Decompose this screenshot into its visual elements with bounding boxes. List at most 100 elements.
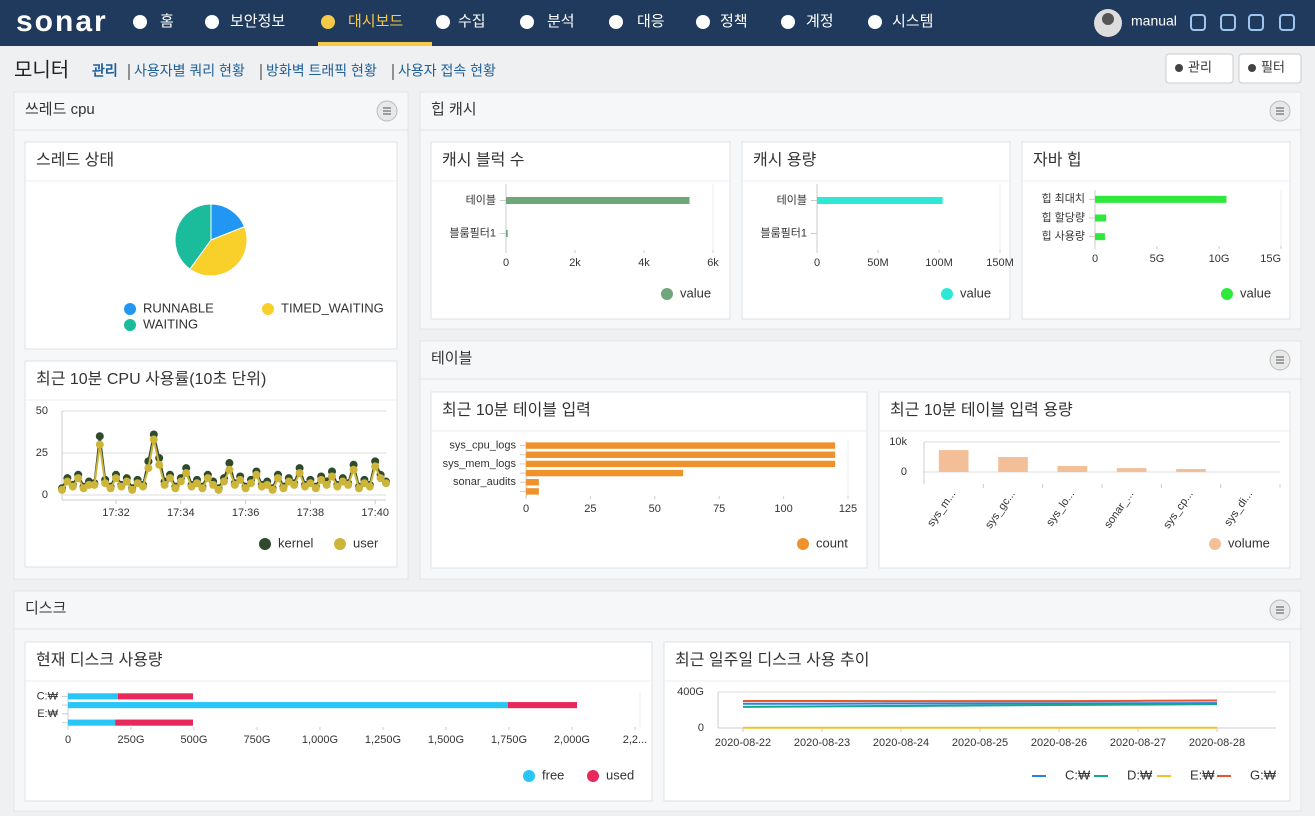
widget [24, 360, 398, 568]
widget-title: 스레드 상태 [36, 151, 114, 169]
point [203, 474, 212, 483]
menu-item[interactable]: 계정 [806, 13, 834, 30]
bar [506, 197, 690, 204]
point [198, 484, 207, 493]
button-label[interactable]: 관리 [1188, 59, 1212, 74]
point [214, 485, 223, 494]
widget-title: 캐시 용량 [753, 151, 817, 169]
y-tick-label: sys_cpu_logs [449, 439, 516, 451]
legend-label: E:₩ [1190, 767, 1215, 782]
header-button[interactable] [1238, 53, 1302, 84]
point [317, 475, 326, 484]
legend-label: TIMED_WAITING [281, 300, 384, 315]
x-tick-label: 0 [503, 257, 509, 269]
menu-icon [781, 15, 795, 29]
point [144, 464, 153, 473]
legend-label: D:₩ [1127, 767, 1153, 782]
nav-icon[interactable] [1279, 14, 1295, 31]
avatar-head [1102, 13, 1114, 25]
point [176, 477, 185, 486]
x-tick-label: 2020-08-28 [1189, 737, 1245, 749]
x-tick-label: 10G [1209, 253, 1230, 265]
point [166, 474, 174, 483]
legend-swatch [334, 538, 346, 550]
y-tick-label: 0 [42, 489, 48, 501]
point [268, 485, 277, 494]
menu-icon [696, 15, 710, 29]
menu-item[interactable]: 분석 [547, 13, 575, 30]
bar [117, 693, 193, 700]
point [382, 479, 390, 488]
legend-swatch [941, 288, 953, 300]
x-tick-label: 50 [649, 503, 661, 515]
header-link[interactable]: 사용자별 쿼리 현황 [134, 63, 245, 79]
widget-title: 캐시 블럭 수 [442, 151, 525, 169]
legend-label: RUNNABLE [143, 300, 214, 315]
menu-item[interactable]: 정책 [720, 13, 748, 30]
point [101, 479, 110, 488]
header-link[interactable]: 관리 [92, 63, 118, 79]
point [290, 480, 299, 489]
header-link[interactable]: 방화벽 트래픽 현황 [266, 63, 377, 79]
x-tick-label: 17:36 [232, 507, 260, 519]
menu-item[interactable]: 보안정보 [230, 13, 285, 30]
y-tick-label: 10k [889, 436, 907, 448]
menu-item[interactable]: 홈 [160, 12, 174, 30]
menu-item[interactable]: 대응 [637, 13, 665, 30]
legend-label: WAITING [143, 316, 198, 331]
y-tick-label: sys_mem_logs [443, 458, 517, 470]
bar [526, 451, 836, 458]
nav-icon[interactable] [1190, 14, 1206, 31]
point [182, 469, 191, 478]
button-label[interactable]: 필터 [1261, 59, 1285, 74]
point [74, 474, 83, 483]
menu-item[interactable]: 대시보드 [348, 13, 403, 30]
pie-slice [174, 203, 212, 270]
pie-slice [210, 203, 246, 241]
point [209, 480, 218, 489]
widget [663, 641, 1291, 802]
legend-swatch [661, 288, 673, 300]
legend-label: value [960, 285, 991, 300]
legend-label: value [1240, 285, 1271, 300]
series-line [742, 703, 1218, 708]
x-tick-label: 2020-08-24 [873, 737, 929, 749]
point [63, 477, 72, 486]
bar [526, 488, 539, 495]
point [322, 480, 331, 489]
x-tick-label: 0 [1092, 253, 1098, 265]
y-tick-label: E:₩ [37, 708, 58, 720]
point [155, 460, 164, 469]
legend-swatch [523, 770, 535, 782]
menu-item[interactable]: 시스템 [892, 13, 933, 30]
y-tick-label: 힙 최대치 [1041, 192, 1085, 205]
bar [938, 450, 969, 472]
point [241, 484, 250, 493]
header-button[interactable] [1165, 53, 1234, 84]
header-link[interactable]: 사용자 접속 현황 [398, 63, 496, 79]
menu-icon [868, 15, 882, 29]
widget-title: 자바 힙 [1033, 151, 1082, 169]
x-tick-label: 2020-08-25 [952, 737, 1008, 749]
nav-icon[interactable] [1220, 14, 1236, 31]
x-tick-label: 1,750G [491, 734, 527, 746]
point [311, 484, 320, 493]
menu-item[interactable]: 수집 [458, 13, 486, 30]
point [58, 485, 66, 494]
user-name[interactable]: manual [1131, 13, 1177, 29]
button-icon [1248, 64, 1256, 72]
y-tick-label: 0 [901, 466, 907, 478]
widget-title: 최근 10분 CPU 사용률(10초 단위) [36, 370, 266, 388]
panel-title: 쓰레드 cpu [25, 101, 95, 118]
bar [526, 460, 836, 468]
nav-icon[interactable] [1248, 14, 1264, 31]
x-tick-label: 2,2... [623, 734, 647, 746]
logo[interactable]: sonar [16, 5, 108, 38]
widget-title: 최근 10분 테이블 입력 용량 [890, 401, 1073, 419]
widget [430, 141, 731, 320]
x-tick-label: 2k [569, 257, 581, 269]
point [225, 465, 234, 474]
legend-swatch [262, 303, 274, 315]
y-tick-label: 0 [698, 722, 704, 734]
